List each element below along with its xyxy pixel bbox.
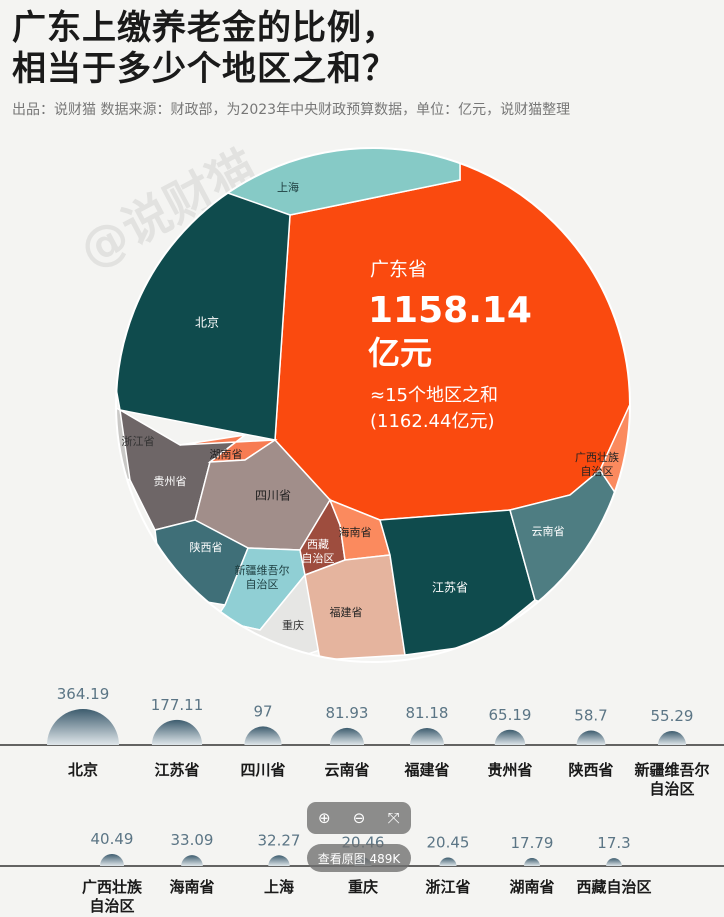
voronoi-cell-label: 自治区 — [302, 551, 335, 565]
voronoi-cell-label: 海南省 — [339, 525, 372, 539]
highlight-label: (1162.44亿元) — [370, 411, 494, 432]
bubble-chart: 364.19 北京 177.11 江苏省 97 四川省 81.93 云南省 81.18 福建省 65… — [0, 685, 724, 915]
bubble-value-label: 20.45 — [427, 833, 470, 851]
zoom-in-icon[interactable]: ⊕ — [318, 809, 331, 827]
bubble — [99, 853, 125, 866]
zoom-out-icon[interactable]: ⊖ — [352, 809, 366, 827]
image-viewer-toolbar: ⊕ ⊖ ⤧ — [307, 802, 411, 834]
voronoi-cell-label: 西藏 — [307, 538, 329, 551]
title-line-2: 相当于多少个地区之和？ — [12, 49, 397, 89]
bubble — [439, 857, 457, 866]
highlight-label: 亿元 — [368, 334, 432, 372]
view-original-button[interactable]: 查看原图 489K — [307, 844, 411, 872]
bubble-value-label: 17.3 — [597, 834, 630, 852]
fit-screen-icon[interactable]: ⤧ — [387, 809, 400, 827]
bubble — [657, 730, 687, 745]
bubble-category-label: 北京 — [68, 761, 98, 779]
bubble-category-label: 陕西省 — [568, 761, 613, 779]
voronoi-cell-label: 陕西省 — [190, 540, 223, 554]
voronoi-cell-label: 四川省 — [255, 489, 291, 503]
bubble-value-label: 364.19 — [57, 685, 110, 703]
voronoi-cell-label: 重庆 — [282, 618, 304, 632]
bubble-value-label: 65.19 — [489, 706, 532, 724]
bubble-category-label: 重庆 — [348, 878, 378, 896]
voronoi-cell-label: 福建省 — [330, 605, 363, 619]
bubble-category-label: 湖南省 — [509, 878, 554, 896]
voronoi-cell-label: 江苏省 — [432, 581, 468, 595]
bubble — [244, 726, 282, 745]
bubble-value-label: 40.49 — [91, 830, 134, 848]
bubble — [524, 858, 540, 866]
bubble — [576, 730, 606, 745]
bubble — [181, 855, 203, 866]
bubble-category-label: 云南省 — [324, 761, 369, 779]
bubble — [329, 727, 365, 745]
voronoi-treemap-chart: 上海北京浙江省贵州省湖南省四川省陕西省新疆维吾尔自治区重庆西藏自治区海南省福建省… — [115, 147, 631, 663]
bubble — [494, 729, 526, 745]
highlight-label: 1158.14 — [368, 290, 532, 331]
bubble-value-label: 17.79 — [511, 834, 554, 852]
bubble-value-label: 58.7 — [574, 707, 607, 725]
title-line-1: 广东上缴养老金的比例， — [12, 8, 397, 48]
voronoi-cell-label: 自治区 — [246, 577, 279, 591]
voronoi-cell-label: 浙江省 — [122, 435, 155, 448]
highlight-label: ≈15个地区之和 — [370, 385, 498, 406]
bubble-category-label: 上海 — [264, 878, 294, 896]
bubble-category-label: 福建省 — [403, 761, 449, 779]
bubble-category-label: 西藏自治区 — [576, 878, 651, 896]
voronoi-cell-label: 湖南省 — [210, 448, 243, 461]
voronoi-cell-label: 自治区 — [581, 464, 614, 478]
voronoi-cell-label: 北京 — [195, 316, 219, 330]
page-title: 广东上缴养老金的比例， 相当于多少个地区之和？ — [12, 8, 712, 90]
voronoi-cell-label: 广西壮族 — [575, 450, 619, 464]
bubble-category-label: 贵州省 — [487, 761, 532, 779]
bubble-category-label: 浙江省 — [425, 878, 470, 896]
bubble-category-label: 自治区 — [649, 780, 694, 798]
bubble — [268, 855, 290, 866]
bubble — [606, 858, 622, 866]
bubble-category-label: 江苏省 — [154, 761, 199, 779]
voronoi-cell-label: 贵州省 — [154, 475, 187, 488]
bubble-value-label: 81.18 — [406, 704, 449, 722]
voronoi-cell-label: 云南省 — [532, 525, 565, 538]
bubble-category-label: 海南省 — [169, 878, 214, 896]
bubble-category-label: 自治区 — [89, 897, 134, 915]
voronoi-cell-label: 上海 — [277, 180, 299, 194]
voronoi-cell-label: 新疆维吾尔 — [235, 563, 290, 577]
highlight-label: 广东省 — [370, 259, 427, 281]
bubble-value-label: 33.09 — [171, 831, 214, 849]
subtitle: 出品：说财猫 数据来源：财政部，为2023年中央财政预算数据，单位：亿元，说财猫… — [12, 102, 571, 118]
bubble-category-label: 广西壮族 — [82, 878, 143, 896]
bubble — [47, 709, 119, 745]
bubble-value-label: 177.11 — [151, 696, 204, 714]
bubble-category-label: 新疆维吾尔 — [634, 761, 709, 779]
bubble-category-label: 四川省 — [240, 761, 285, 779]
bubble-value-label: 81.93 — [326, 704, 369, 722]
bubble — [410, 728, 444, 745]
bubble-value-label: 32.27 — [258, 831, 301, 849]
bubble — [151, 719, 203, 745]
bubble-value-label: 97 — [253, 702, 272, 720]
bubble-value-label: 55.29 — [651, 707, 694, 725]
